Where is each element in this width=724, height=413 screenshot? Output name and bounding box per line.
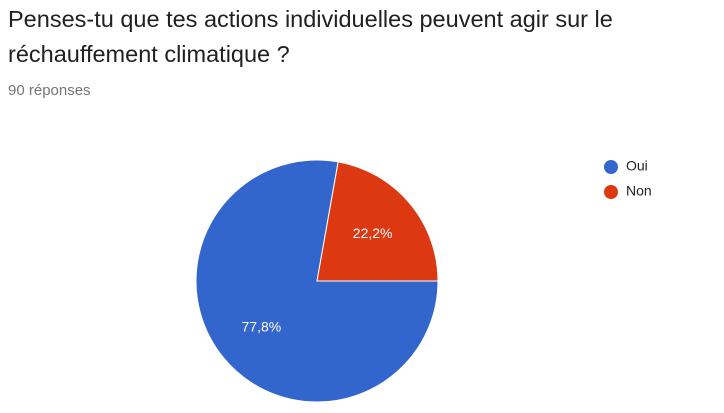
chart-subtitle: 90 réponses	[8, 82, 91, 99]
chart-title: Penses-tu que tes actions individuelles …	[8, 6, 613, 67]
legend-swatch	[604, 160, 618, 174]
pie-slice	[316, 161, 439, 282]
slice-label: 77,8%	[242, 318, 282, 334]
legend-label: Oui	[626, 158, 648, 174]
legend-label: Non	[626, 183, 652, 199]
slice-label: 22,2%	[353, 225, 393, 241]
legend-swatch	[604, 185, 618, 199]
